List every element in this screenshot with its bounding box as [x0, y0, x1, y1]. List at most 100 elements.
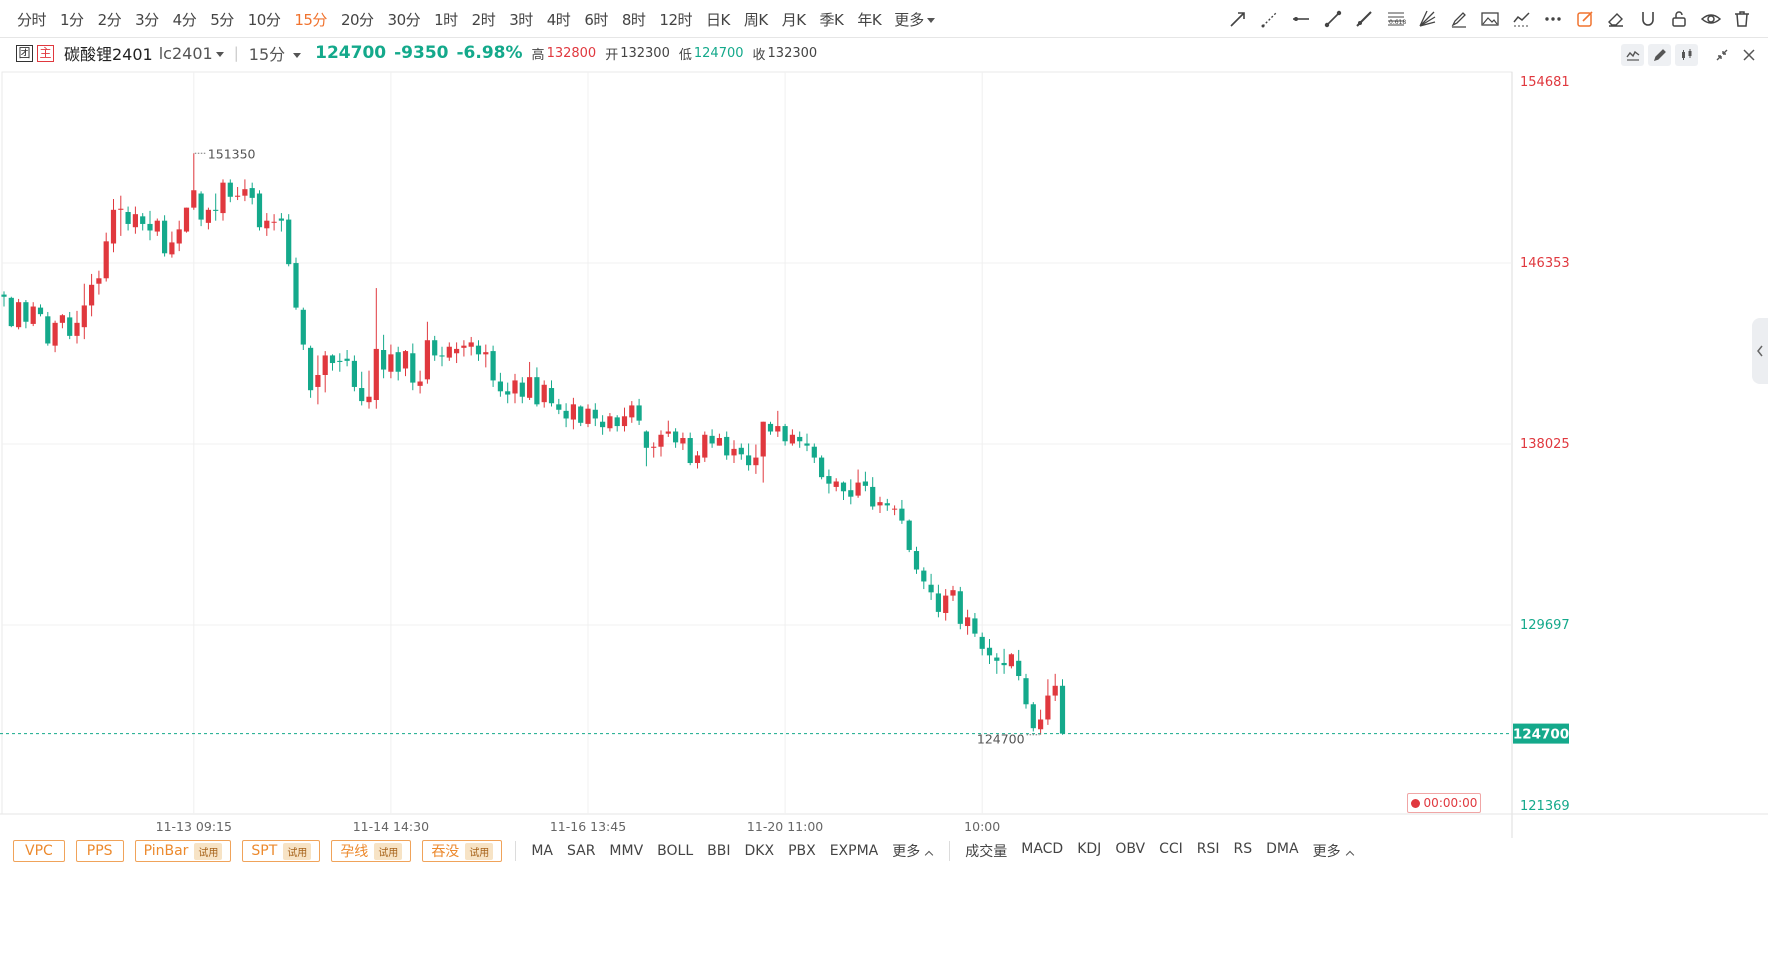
- period-tab[interactable]: 月K: [781, 10, 806, 29]
- period-tab[interactable]: 日K: [706, 10, 730, 29]
- candlestick-chart[interactable]: 154681 146353 138025 129697 121369 11-13 09:1…: [0, 0, 1768, 838]
- gann-fan-tool[interactable]: [1412, 4, 1444, 34]
- pattern-button[interactable]: PinBar 试用: [134, 840, 232, 862]
- more-label[interactable]: 更多: [892, 844, 921, 860]
- group-badge[interactable]: 团: [16, 44, 33, 62]
- magnet-tool[interactable]: [1632, 4, 1664, 34]
- candle-body: [96, 278, 102, 284]
- period-tab[interactable]: 12时: [659, 10, 692, 29]
- period-tab[interactable]: 分时: [17, 10, 47, 29]
- period-tab[interactable]: 10分: [247, 10, 281, 29]
- sub-indicator[interactable]: CCI: [1159, 841, 1183, 857]
- period-tab[interactable]: 8时: [621, 10, 646, 29]
- sub-indicator[interactable]: MACD: [1021, 841, 1064, 857]
- unlock-tool[interactable]: [1664, 4, 1696, 34]
- sub-indicator-more[interactable]: 更多: [1312, 841, 1354, 861]
- eraser-icon: [1608, 13, 1624, 27]
- period-tab[interactable]: 2分: [97, 10, 122, 29]
- pattern-label[interactable]: VPC: [25, 843, 53, 859]
- arrow-line-tool[interactable]: [1223, 4, 1255, 34]
- side-panel-toggle[interactable]: [1752, 318, 1768, 384]
- ray-line-tool[interactable]: [1254, 4, 1286, 34]
- main-indicator[interactable]: DKX: [744, 843, 775, 859]
- chevron-down-icon[interactable]: [927, 17, 936, 23]
- period-tab[interactable]: 周K: [743, 10, 768, 29]
- candle-body: [665, 431, 671, 434]
- pattern-label[interactable]: PPS: [86, 843, 113, 859]
- period-tab[interactable]: 3时: [509, 10, 533, 29]
- candle-settings-button[interactable]: [1675, 44, 1698, 66]
- main-indicator[interactable]: BBI: [707, 843, 731, 859]
- period-tab[interactable]: 季K: [819, 10, 844, 29]
- sub-indicator[interactable]: 成交量: [965, 844, 1008, 860]
- period-tab[interactable]: 3分: [135, 10, 159, 29]
- more-label[interactable]: 更多: [894, 10, 925, 29]
- period-tab[interactable]: 4分: [172, 10, 197, 29]
- image-tool[interactable]: [1475, 4, 1507, 34]
- fibonacci-tool[interactable]: 0.618: [1380, 4, 1412, 34]
- segment-tool[interactable]: [1317, 4, 1349, 34]
- candle-body: [673, 431, 679, 443]
- pattern-button[interactable]: 孕线 试用: [331, 840, 412, 862]
- period-more-button[interactable]: 更多: [888, 9, 941, 30]
- pattern-button[interactable]: 吞没 试用: [422, 840, 503, 862]
- sub-indicator[interactable]: DMA: [1266, 841, 1299, 857]
- visibility-tool[interactable]: [1695, 4, 1727, 34]
- symbol-selector[interactable]: lc2401: [153, 44, 224, 63]
- pattern-label[interactable]: PinBar: [143, 843, 189, 859]
- main-indicator[interactable]: MA: [531, 843, 553, 859]
- image-icon: [1481, 12, 1499, 26]
- sub-indicator[interactable]: KDJ: [1077, 841, 1102, 857]
- more-label[interactable]: 更多: [1312, 844, 1341, 860]
- horizontal-line-tool[interactable]: [1286, 4, 1318, 34]
- period-tab[interactable]: 20分: [340, 10, 374, 29]
- current-period[interactable]: 15分: [248, 45, 286, 64]
- candle-body: [417, 381, 423, 386]
- fullscreen-button[interactable]: [1710, 44, 1733, 66]
- chevron-up-icon[interactable]: [925, 850, 934, 860]
- period-tab[interactable]: 6时: [584, 10, 608, 29]
- eraser-tool[interactable]: [1601, 4, 1633, 34]
- pattern-button[interactable]: SPT 试用: [242, 840, 321, 862]
- period-tab[interactable]: 年K: [857, 10, 882, 29]
- sub-indicator[interactable]: RS: [1233, 841, 1253, 857]
- main-indicator[interactable]: PBX: [788, 843, 816, 859]
- candle-body: [746, 455, 752, 466]
- chevron-up-icon[interactable]: [1345, 850, 1354, 860]
- edit-mode-tool[interactable]: [1569, 4, 1601, 34]
- main-indicator[interactable]: EXPMA: [829, 843, 879, 859]
- symbol-code[interactable]: lc2401: [158, 43, 213, 63]
- draw-edit-button[interactable]: [1648, 44, 1671, 66]
- period-tab[interactable]: 1分: [60, 10, 84, 29]
- trash-tool[interactable]: [1727, 4, 1759, 34]
- pattern-button[interactable]: VPC: [13, 840, 65, 862]
- sub-indicator[interactable]: OBV: [1115, 841, 1146, 857]
- period-tab[interactable]: 2时: [471, 10, 496, 29]
- main-indicator-more[interactable]: 更多: [892, 841, 934, 861]
- period-tab[interactable]: 1时: [434, 10, 458, 29]
- more-dots-tool[interactable]: [1538, 4, 1570, 34]
- main-indicator[interactable]: SAR: [566, 843, 596, 859]
- candle-body: [921, 570, 927, 582]
- pattern-label[interactable]: 孕线: [340, 844, 369, 860]
- period-selector[interactable]: 15分: [248, 41, 302, 65]
- main-indicator[interactable]: BOLL: [657, 843, 694, 859]
- period-tab[interactable]: 30分: [387, 10, 421, 29]
- pattern-button[interactable]: PPS: [75, 840, 124, 862]
- brush-tool[interactable]: [1443, 4, 1475, 34]
- pattern-label[interactable]: 吞没: [431, 844, 460, 860]
- period-tab[interactable]: 4时: [546, 10, 571, 29]
- close-chart-button[interactable]: [1737, 44, 1760, 66]
- candle-body: [556, 404, 562, 410]
- trend-annotation-tool[interactable]: [1506, 4, 1538, 34]
- chevron-down-icon[interactable]: [293, 53, 302, 58]
- candle-body: [483, 352, 489, 355]
- sub-indicator[interactable]: RSI: [1196, 841, 1220, 857]
- pattern-label[interactable]: SPT: [251, 843, 278, 859]
- parallel-channel-tool[interactable]: [1349, 4, 1381, 34]
- chevron-down-icon[interactable]: [215, 51, 224, 57]
- period-tab[interactable]: 15分: [294, 10, 327, 29]
- chart-style-button[interactable]: [1621, 44, 1644, 66]
- main-indicator[interactable]: MMV: [609, 843, 644, 859]
- period-tab[interactable]: 5分: [210, 10, 234, 29]
